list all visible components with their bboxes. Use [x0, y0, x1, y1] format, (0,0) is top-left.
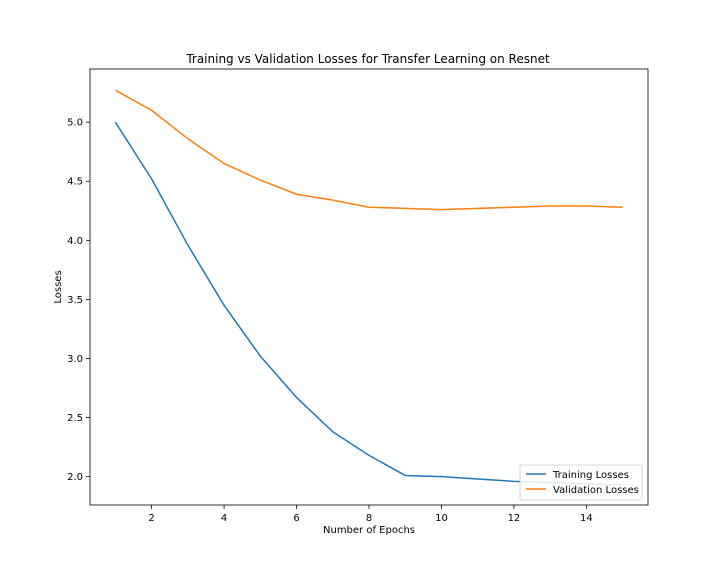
y-axis: 2.0 2.5 3.0 3.5 4.0 4.5 5.0 — [67, 118, 90, 483]
x-tick-label: 8 — [366, 513, 372, 524]
x-tick-label: 6 — [293, 513, 299, 524]
y-tick-label: 4.5 — [67, 177, 83, 188]
plot-area — [89, 68, 649, 506]
x-tick-label: 4 — [221, 513, 227, 524]
x-tick-label: 10 — [435, 513, 448, 524]
y-tick-label: 2.0 — [67, 472, 83, 483]
x-tick-label: 2 — [148, 513, 154, 524]
legend-box — [519, 464, 643, 501]
series-line-validation — [114, 89, 623, 211]
x-axis-label: Number of Epochs — [323, 525, 415, 536]
y-tick-label: 4.0 — [67, 236, 83, 247]
x-tick-label: 12 — [508, 513, 521, 524]
legend-label-validation: Validation Losses — [553, 485, 639, 496]
y-tick-label: 2.5 — [67, 413, 83, 424]
y-tick-label: 3.0 — [67, 354, 83, 365]
y-axis-label: Losses — [53, 270, 64, 303]
x-axis: 2 4 6 8 10 12 14 — [148, 505, 593, 524]
x-tick-label: 14 — [580, 513, 593, 524]
chart-title: Training vs Validation Losses for Transf… — [185, 52, 550, 66]
legend-label-training: Training Losses — [552, 470, 629, 481]
y-tick-label: 3.5 — [67, 295, 83, 306]
legend: Training Losses Validation Losses — [519, 464, 643, 501]
y-tick-label: 5.0 — [67, 118, 83, 129]
